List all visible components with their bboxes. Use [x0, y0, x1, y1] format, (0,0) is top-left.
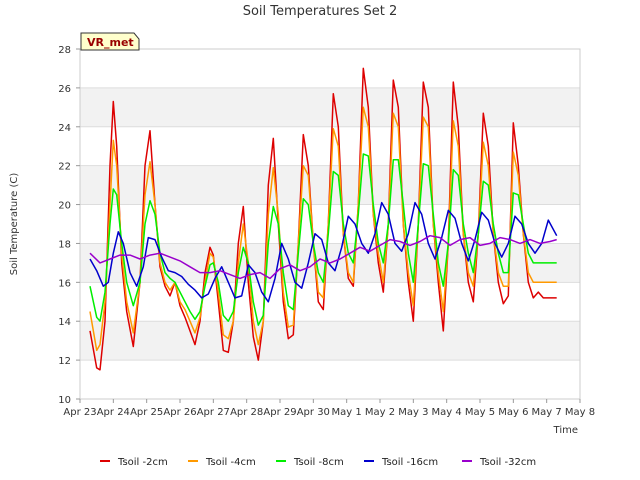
y-tick-label: 24: [58, 123, 71, 134]
x-tick-label: Apr 24: [97, 407, 130, 418]
x-tick-label: Apr 23: [63, 407, 96, 418]
y-axis-ticks: 10 12 14 16 18 20 22 24 26 28: [58, 45, 80, 406]
background-band: [80, 321, 580, 361]
y-tick-label: 14: [58, 317, 71, 328]
station-badge-shape: [80, 32, 140, 51]
legend-label: Tsoil -16cm: [381, 457, 438, 468]
y-axis-title: Soil Temperature (C): [9, 173, 20, 276]
x-tick-label: May 6: [498, 407, 528, 418]
background-band: [80, 87, 580, 127]
chart-title: Soil Temperatures Set 2: [243, 4, 398, 19]
station-badge-label: VR_met: [87, 36, 134, 49]
legend: Tsoil -2cm Tsoil -4cm Tsoil -8cm Tsoil -16c…: [100, 457, 536, 468]
x-tick-label: Apr 29: [263, 407, 296, 418]
x-tick-label: May 4: [432, 407, 462, 418]
x-tick-label: May 2: [365, 407, 395, 418]
x-tick-label: May 8: [565, 407, 595, 418]
y-tick-label: 10: [58, 395, 71, 406]
x-tick-label: Apr 28: [230, 407, 263, 418]
y-tick-label: 16: [58, 278, 71, 289]
x-tick-label: Apr 30: [297, 407, 330, 418]
station-badge: VR_met: [80, 32, 140, 51]
legend-label: Tsoil -8cm: [293, 457, 344, 468]
x-tick-label: May 5: [465, 407, 495, 418]
y-tick-label: 28: [58, 45, 71, 56]
y-tick-label: 22: [58, 162, 71, 173]
y-tick-label: 18: [58, 239, 71, 250]
legend-label: Tsoil -4cm: [205, 457, 256, 468]
x-axis-title: Time: [553, 425, 578, 436]
x-tick-label: Apr 27: [197, 407, 230, 418]
x-tick-label: Apr 25: [130, 407, 163, 418]
x-tick-label: May 1: [332, 407, 362, 418]
series-line-tsoil-4cm: [89, 106, 557, 352]
x-tick-label: Apr 26: [163, 407, 196, 418]
y-tick-label: 20: [58, 201, 71, 212]
y-tick-label: 26: [58, 84, 71, 95]
y-tick-label: 12: [58, 356, 71, 367]
legend-label: Tsoil -2cm: [117, 457, 168, 468]
plot-frame: [79, 48, 581, 400]
series-line-tsoil-32cm: [89, 234, 557, 280]
legend-label: Tsoil -32cm: [479, 457, 536, 468]
x-tick-label: May 3: [398, 407, 428, 418]
series-lines: [89, 67, 558, 371]
x-tick-label: May 7: [532, 407, 562, 418]
series-line-tsoil-8cm: [89, 153, 557, 326]
x-axis-ticks: Apr 23 Apr 24 Apr 25 Apr 26 Apr 27 Apr 28 Apr …: [63, 399, 595, 418]
